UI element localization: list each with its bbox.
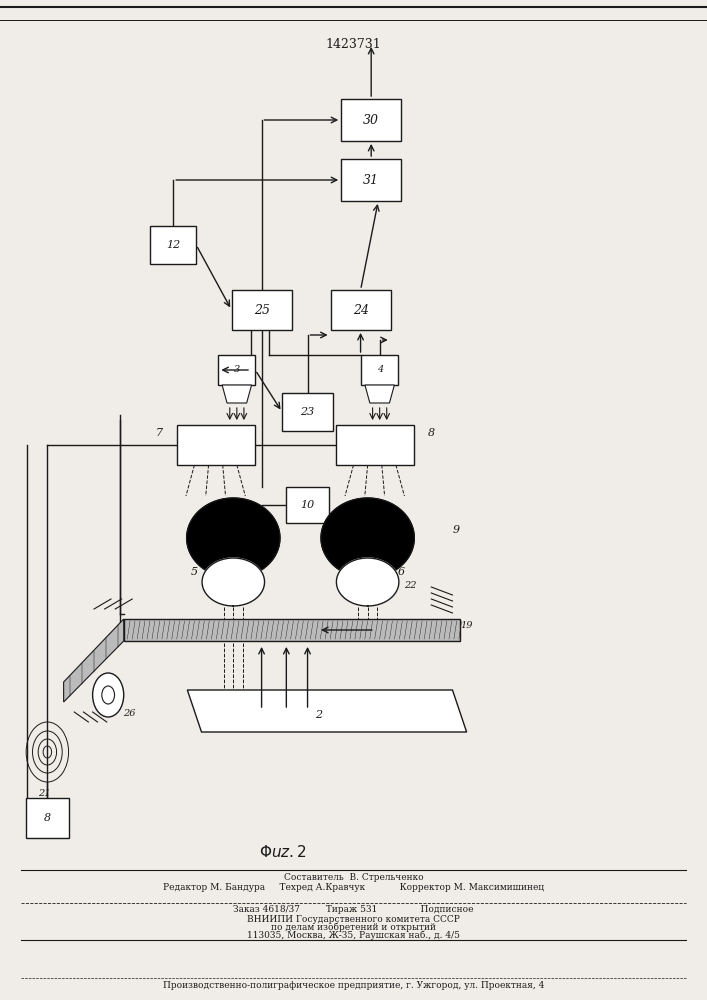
Text: 8: 8 xyxy=(44,813,51,823)
Text: по делам изобретений и открытий: по делам изобретений и открытий xyxy=(271,922,436,932)
FancyBboxPatch shape xyxy=(232,290,292,330)
Circle shape xyxy=(93,673,124,717)
FancyBboxPatch shape xyxy=(26,798,69,838)
Polygon shape xyxy=(337,558,399,606)
Text: 12: 12 xyxy=(166,240,180,250)
Text: 113035, Москва, Ж-35, Раушская наб., д. 4/5: 113035, Москва, Ж-35, Раушская наб., д. … xyxy=(247,930,460,940)
Polygon shape xyxy=(187,690,467,732)
Text: 6: 6 xyxy=(398,567,405,577)
Text: 24: 24 xyxy=(353,304,368,316)
FancyBboxPatch shape xyxy=(331,290,390,330)
Polygon shape xyxy=(321,498,414,578)
Circle shape xyxy=(102,686,115,704)
FancyBboxPatch shape xyxy=(218,355,255,385)
Text: 31: 31 xyxy=(363,174,379,186)
Text: 7: 7 xyxy=(156,428,163,438)
FancyBboxPatch shape xyxy=(282,393,333,431)
Text: 4: 4 xyxy=(377,365,382,374)
Text: 8: 8 xyxy=(428,428,435,438)
FancyBboxPatch shape xyxy=(341,159,402,201)
Polygon shape xyxy=(187,498,280,578)
Text: 23: 23 xyxy=(300,407,315,417)
Text: 5: 5 xyxy=(191,567,198,577)
Text: 9: 9 xyxy=(452,525,460,535)
Polygon shape xyxy=(64,619,124,702)
FancyBboxPatch shape xyxy=(150,226,196,264)
Text: 10: 10 xyxy=(300,500,315,510)
Text: 25: 25 xyxy=(254,304,269,316)
Text: Составитель  В. Стрельченко: Составитель В. Стрельченко xyxy=(284,874,423,882)
Text: Заказ 4618/37         Тираж 531               Подписное: Заказ 4618/37 Тираж 531 Подписное xyxy=(233,906,474,914)
Text: Производственно-полиграфическое предприятие, г. Ужгород, ул. Проектная, 4: Производственно-полиграфическое предприя… xyxy=(163,982,544,990)
FancyBboxPatch shape xyxy=(286,487,329,523)
FancyBboxPatch shape xyxy=(124,619,460,641)
FancyBboxPatch shape xyxy=(336,425,414,465)
Text: 3: 3 xyxy=(234,365,240,374)
Text: 21: 21 xyxy=(37,790,50,798)
Text: 19: 19 xyxy=(460,620,473,630)
Polygon shape xyxy=(365,385,395,403)
Text: $\Phi u z. 2$: $\Phi u z. 2$ xyxy=(259,844,307,860)
FancyBboxPatch shape xyxy=(341,99,402,141)
Text: 22: 22 xyxy=(404,582,416,590)
Text: 26: 26 xyxy=(123,708,136,718)
FancyBboxPatch shape xyxy=(361,355,398,385)
Text: Редактор М. Бандура     Техред А.Кравчук            Корректор М. Максимишинец: Редактор М. Бандура Техред А.Кравчук Кор… xyxy=(163,882,544,892)
Text: ВНИИПИ Государственного комитета СССР: ВНИИПИ Государственного комитета СССР xyxy=(247,914,460,924)
Text: 30: 30 xyxy=(363,113,379,126)
Text: 2: 2 xyxy=(315,710,322,720)
FancyBboxPatch shape xyxy=(177,425,255,465)
Polygon shape xyxy=(202,558,264,606)
Text: 1423731: 1423731 xyxy=(326,38,381,51)
Polygon shape xyxy=(222,385,252,403)
